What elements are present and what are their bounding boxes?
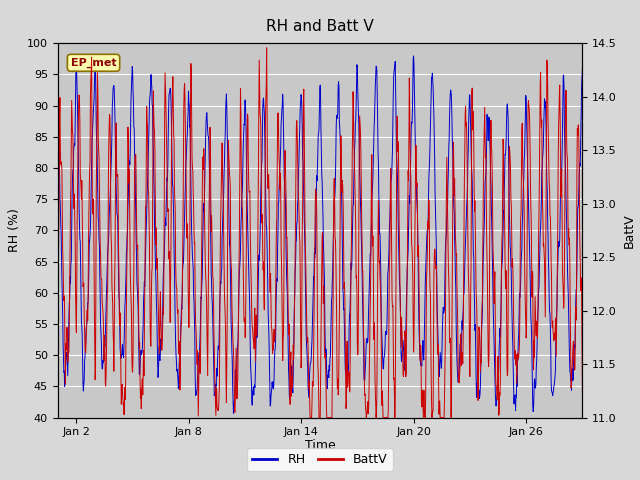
BattV (362, 406, 369, 412)
Line: BattV: BattV (58, 48, 582, 418)
BattV (419, 415, 427, 420)
BattV (445, 264, 452, 270)
BattV (579, 390, 586, 396)
BattV (388, 256, 396, 262)
RH (579, 66, 586, 72)
Y-axis label: BattV: BattV (623, 213, 636, 248)
RH (168, 113, 175, 119)
RH (410, 53, 417, 59)
RH (229, 397, 237, 403)
BattV (229, 340, 237, 346)
RH (362, 361, 369, 367)
RH (388, 171, 396, 177)
BattV (524, 102, 532, 108)
Text: RH and Batt V: RH and Batt V (266, 19, 374, 34)
RH (524, 179, 532, 184)
X-axis label: Time: Time (305, 439, 335, 452)
Legend: RH, BattV: RH, BattV (248, 448, 392, 471)
RH (54, 60, 61, 66)
BattV (54, 334, 61, 340)
RH (230, 410, 237, 416)
Y-axis label: RH (%): RH (%) (8, 208, 21, 252)
Text: EP_met: EP_met (70, 58, 116, 68)
BattV (168, 191, 175, 196)
BattV (263, 45, 271, 50)
Line: RH: RH (58, 56, 582, 413)
RH (445, 169, 452, 175)
